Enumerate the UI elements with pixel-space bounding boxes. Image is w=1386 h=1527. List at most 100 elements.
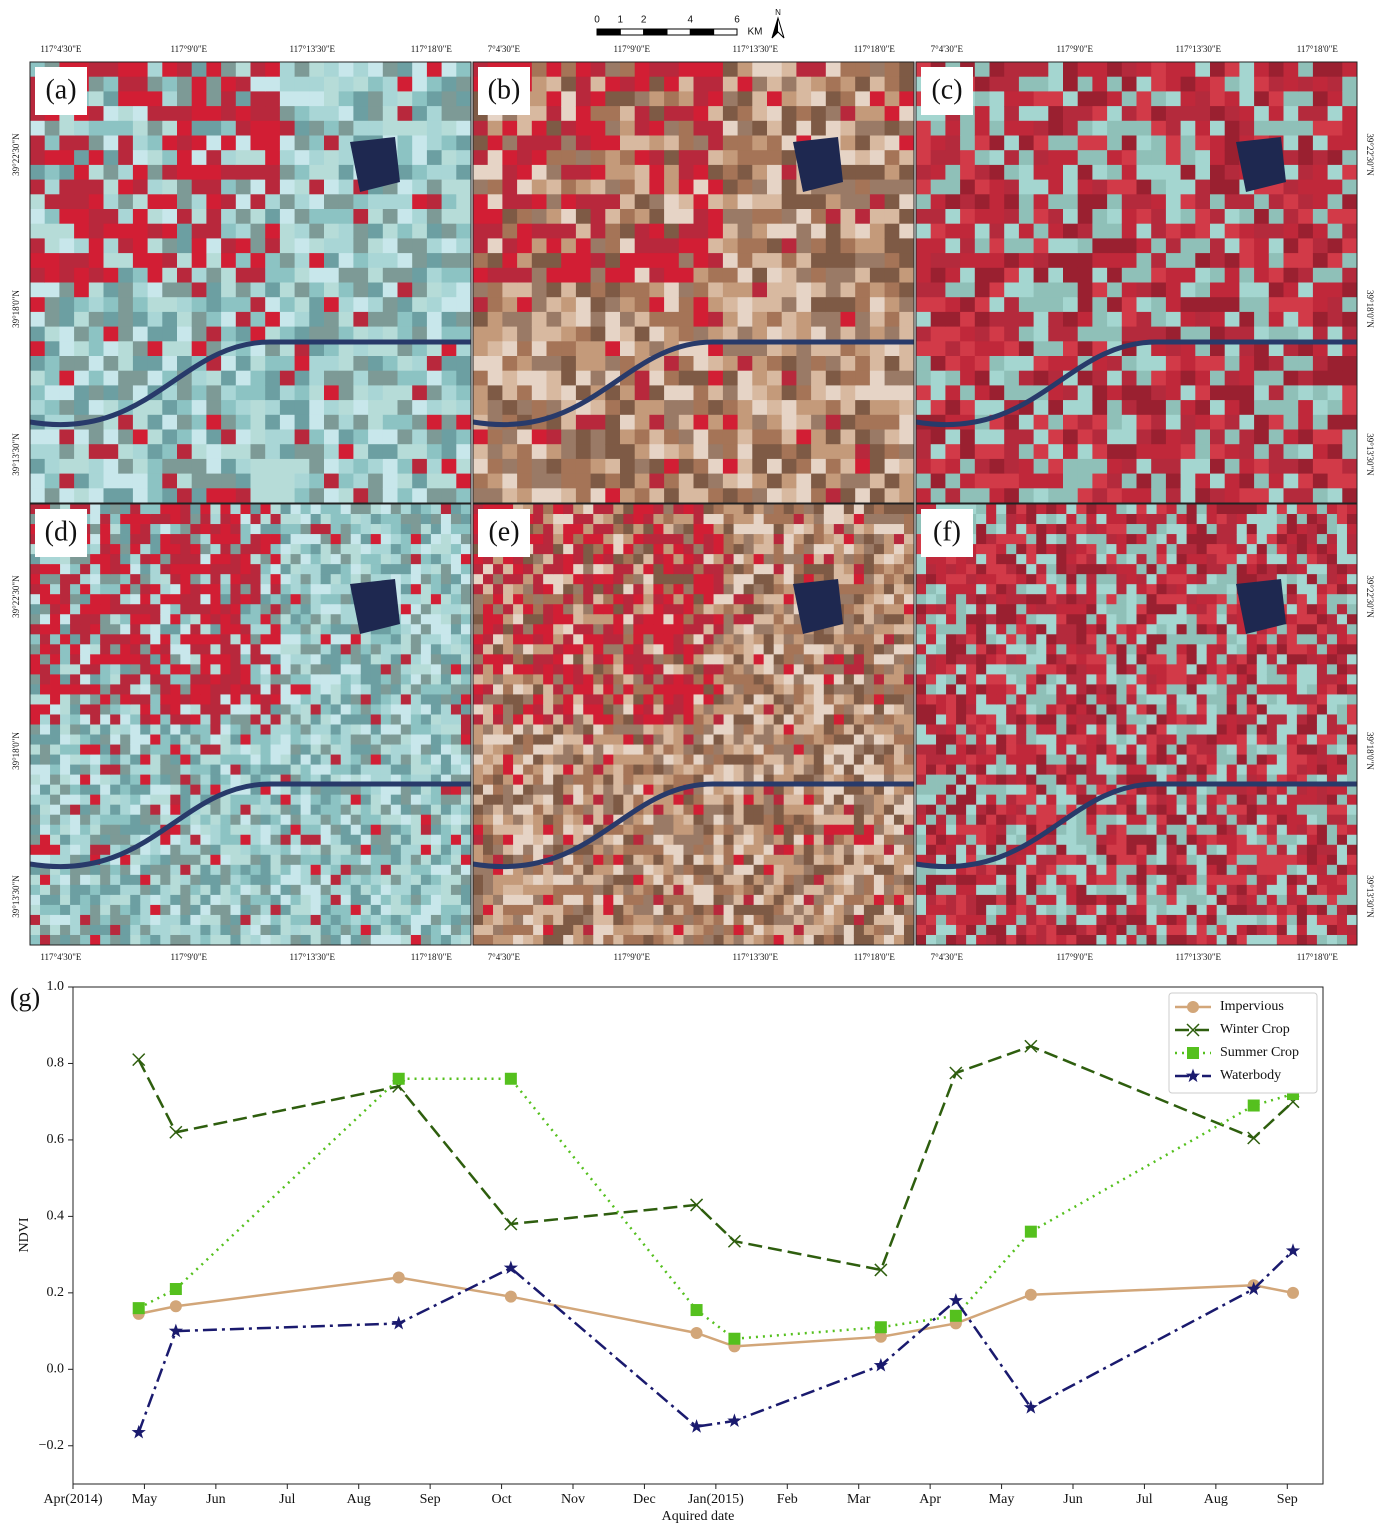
pixel	[1034, 194, 1049, 209]
pixel	[311, 915, 321, 925]
pixel	[547, 180, 562, 195]
pixel	[899, 415, 914, 430]
pixel	[591, 253, 606, 268]
pixel	[1137, 400, 1152, 415]
pixel	[1254, 430, 1269, 445]
pixel	[261, 574, 271, 584]
pixel	[210, 654, 220, 664]
pixel	[271, 865, 281, 875]
pixel	[1342, 430, 1357, 445]
pixel	[148, 194, 163, 209]
pixel	[40, 905, 50, 915]
pixel	[60, 765, 70, 775]
pixel	[368, 430, 383, 445]
pixel	[493, 604, 503, 614]
pixel	[177, 444, 192, 459]
pixel	[723, 238, 738, 253]
pixel	[311, 614, 321, 624]
pixel	[605, 106, 620, 121]
pixel	[30, 644, 40, 654]
pixel	[543, 704, 553, 714]
pixel	[251, 209, 266, 224]
pixel	[870, 209, 885, 224]
pixel	[50, 775, 60, 785]
pixel	[361, 725, 371, 735]
pixel	[210, 735, 220, 745]
pixel	[190, 885, 200, 895]
pixel	[251, 745, 261, 755]
pixel	[391, 664, 401, 674]
pixel	[30, 430, 45, 445]
pixel	[456, 121, 471, 136]
pixel	[752, 224, 767, 239]
pixel	[523, 745, 533, 755]
pixel	[708, 150, 723, 165]
pixel	[280, 415, 295, 430]
pixel	[30, 341, 45, 356]
pixel	[1063, 62, 1078, 77]
pixel	[649, 150, 664, 165]
pixel	[30, 474, 45, 489]
pixel	[321, 745, 331, 755]
pixel	[170, 584, 180, 594]
pixel	[960, 180, 975, 195]
pixel	[461, 664, 471, 674]
pixel	[811, 356, 826, 371]
pixel	[493, 735, 503, 745]
pixel	[30, 564, 40, 574]
pixel	[605, 297, 620, 312]
pixel	[431, 755, 441, 765]
pixel	[451, 654, 461, 664]
pixel	[50, 684, 60, 694]
pixel	[461, 755, 471, 765]
pixel	[738, 356, 753, 371]
pixel	[826, 297, 841, 312]
pixel	[118, 283, 133, 298]
pixel	[89, 312, 104, 327]
pixel	[620, 62, 635, 77]
pixel	[885, 209, 900, 224]
pixel	[150, 694, 160, 704]
pixel	[361, 735, 371, 745]
pixel	[738, 400, 753, 415]
pixel	[401, 745, 411, 755]
pixel	[1328, 165, 1343, 180]
pixel	[339, 268, 354, 283]
pixel	[461, 594, 471, 604]
pixel	[517, 150, 532, 165]
pixel	[40, 684, 50, 694]
pixel	[473, 430, 488, 445]
pixel	[50, 885, 60, 895]
pixel	[441, 825, 451, 835]
pixel	[473, 835, 483, 845]
pixel	[1063, 268, 1078, 283]
pixel	[341, 584, 351, 594]
pixel	[291, 835, 301, 845]
pixel	[59, 136, 74, 151]
pixel	[679, 415, 694, 430]
pixel	[90, 755, 100, 765]
pixel	[826, 385, 841, 400]
pixel	[461, 684, 471, 694]
pixel	[1107, 430, 1122, 445]
pixel	[251, 825, 261, 835]
pixel	[280, 121, 295, 136]
pixel	[945, 238, 960, 253]
pixel	[311, 544, 321, 554]
pixel	[381, 634, 391, 644]
pixel	[74, 459, 89, 474]
pixel	[331, 534, 341, 544]
pixel	[398, 400, 413, 415]
pixel	[1239, 415, 1254, 430]
pixel	[945, 430, 960, 445]
pixel	[679, 165, 694, 180]
pixel	[120, 935, 130, 945]
pixel	[1078, 62, 1093, 77]
pixel	[960, 283, 975, 298]
pixel	[321, 875, 331, 885]
pixel	[271, 885, 281, 895]
pixel	[451, 714, 461, 724]
pixel	[236, 459, 251, 474]
pixel	[811, 312, 826, 327]
pixel	[1166, 356, 1181, 371]
